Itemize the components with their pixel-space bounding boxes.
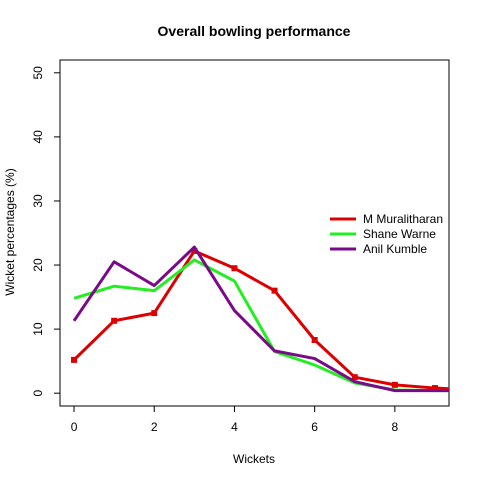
chart-title: Overall bowling performance	[158, 23, 351, 39]
y-tick-label: 50	[31, 66, 45, 80]
series-point	[311, 337, 318, 344]
series-point	[431, 385, 438, 392]
legend-label: M Muralitharan	[363, 212, 443, 226]
series-point	[111, 317, 118, 324]
series-line-2	[72, 245, 449, 393]
series-point	[71, 356, 78, 363]
series-point	[151, 310, 158, 317]
x-tick-label: 8	[392, 420, 399, 434]
plot-area	[71, 245, 449, 393]
y-tick-label: 0	[31, 390, 45, 397]
y-axis: 0 10 20 30 40 50	[31, 66, 61, 397]
series-line-1	[73, 258, 449, 393]
series-point	[231, 265, 238, 272]
x-axis: 0 2 4 6 8	[71, 405, 399, 434]
y-axis-label: Wicket percentages (%)	[3, 168, 17, 295]
x-tick-label: 4	[231, 420, 238, 434]
series-line-0	[72, 249, 449, 391]
x-tick-label: 2	[151, 420, 158, 434]
series-point	[191, 247, 198, 254]
x-tick-label: 0	[71, 420, 78, 434]
x-axis-label: Wickets	[233, 452, 275, 466]
series-point	[271, 287, 278, 294]
y-tick-label: 10	[31, 322, 45, 336]
legend-label: Anil Kumble	[363, 242, 427, 256]
series-point	[351, 374, 358, 381]
x-tick-label: 6	[311, 420, 318, 434]
y-tick-label: 20	[31, 258, 45, 272]
y-tick-label: 40	[31, 130, 45, 144]
legend-label: Shane Warne	[363, 227, 436, 241]
y-tick-label: 30	[31, 194, 45, 208]
series-point	[391, 381, 398, 388]
